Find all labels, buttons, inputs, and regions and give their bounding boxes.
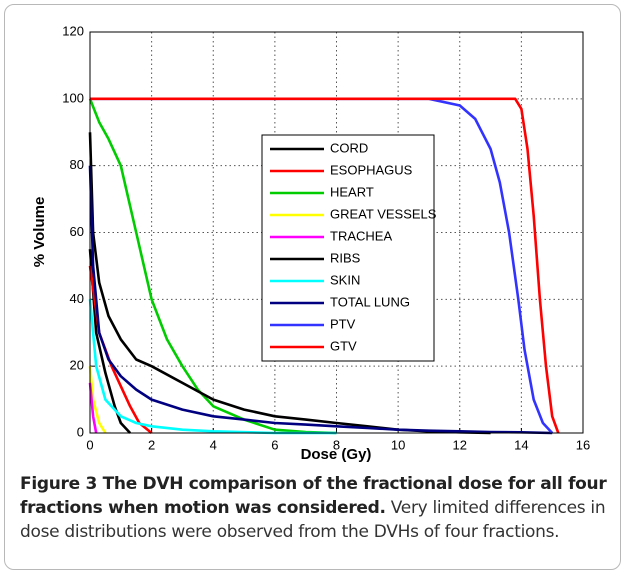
x-axis-label: Dose (Gy) — [301, 446, 372, 463]
caption-label: Figure 3 The DVH comparison of the fract… — [20, 474, 607, 518]
series-line — [88, 366, 107, 434]
legend-label: ESOPHAGUS — [330, 162, 413, 177]
legend-label: HEART — [330, 184, 374, 199]
x-tick-label: 10 — [391, 437, 405, 452]
series-line — [88, 165, 553, 435]
y-tick-label: 80 — [70, 157, 84, 172]
figure-frame — [4, 4, 621, 570]
series-line — [90, 97, 554, 434]
x-tick-label: 14 — [514, 437, 528, 452]
x-tick-label: 4 — [210, 437, 217, 452]
y-tick-label: 120 — [62, 23, 84, 38]
legend-label: TOTAL LUNG — [330, 294, 410, 309]
legend-box — [261, 134, 435, 362]
x-tick-label: 8 — [333, 437, 340, 452]
caption: Figure 3 The DVH comparison of the fract… — [20, 472, 612, 544]
x-tick-label: 6 — [271, 437, 278, 452]
caption-text: Very limited differences in dose distrib… — [20, 498, 606, 542]
y-tick-label: 0 — [77, 424, 84, 439]
legend-label: TRACHEA — [330, 228, 392, 243]
legend-label: CORD — [330, 140, 368, 155]
y-tick-label: 20 — [70, 358, 84, 373]
x-tick-label: 0 — [86, 437, 93, 452]
y-axis-label: % Volume — [31, 197, 48, 268]
legend-label: GTV — [330, 338, 357, 353]
y-tick-label: 60 — [70, 224, 84, 239]
y-tick-label: 100 — [62, 90, 84, 105]
legend-label: RIBS — [330, 250, 361, 265]
chart: Dose (Gy) % Volume 0 2 4 6 8 10 12 14 16 0 20 40 60 8… — [31, 23, 590, 463]
legend-label: PTV — [330, 316, 356, 331]
x-tick-label: 16 — [576, 437, 590, 452]
y-tick-label: 40 — [70, 291, 84, 306]
legend-label: SKIN — [330, 272, 360, 287]
series-line — [88, 382, 98, 434]
series-line — [88, 98, 337, 435]
plot-border — [89, 31, 584, 434]
x-tick-label: 12 — [453, 437, 467, 452]
series-line — [88, 299, 337, 435]
legend-label: GREAT VESSELS — [330, 206, 437, 221]
x-tick-label: 2 — [148, 437, 155, 452]
series-line — [90, 97, 560, 434]
series-line — [88, 249, 132, 434]
